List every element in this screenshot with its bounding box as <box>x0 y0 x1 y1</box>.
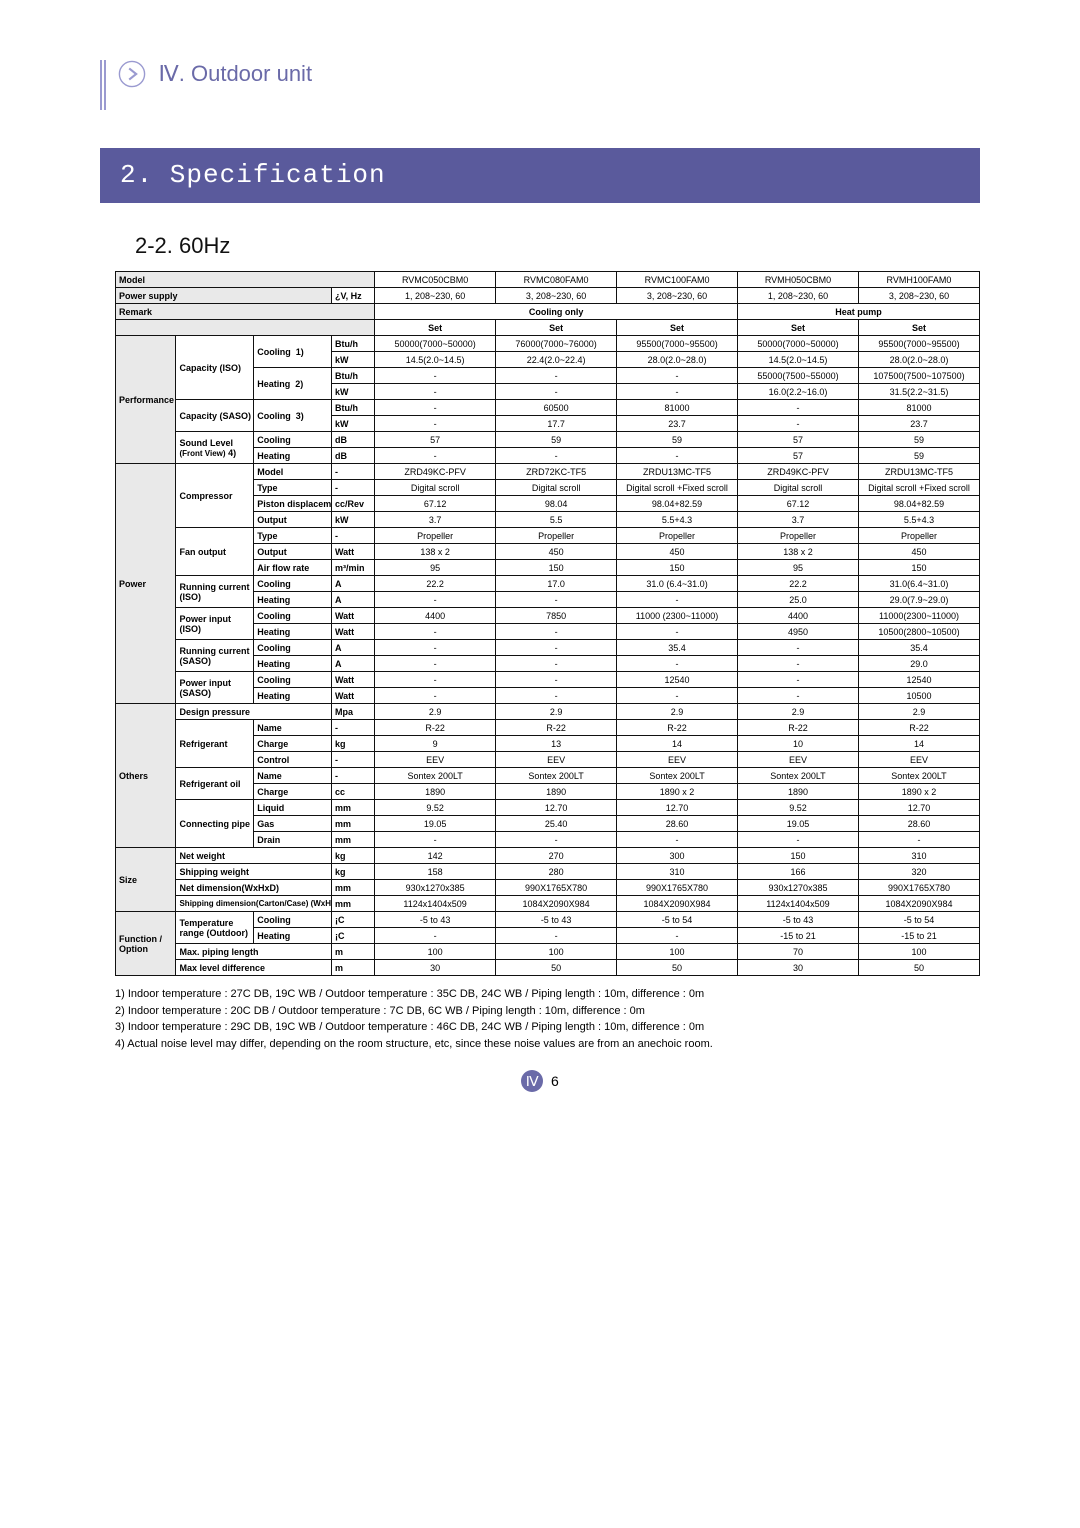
u-btuh-1: Btu/h <box>331 336 374 352</box>
lbl-rcsaso: Running current (SASO) <box>176 640 254 672</box>
lbl-oil: Refrigerant oil <box>176 768 254 800</box>
set-3: Set <box>738 320 859 336</box>
page-footer: Ⅳ 6 <box>0 1070 1080 1092</box>
subtitle: 2-2. 60Hz <box>135 233 1080 259</box>
set-0: Set <box>375 320 496 336</box>
ps-2: 3, 208~230, 60 <box>617 288 738 304</box>
spec-table-wrap: Model RVMC050CBM0RVMC080FAM0RVMC100FAM0R… <box>115 271 980 976</box>
lbl-rciso: Running current (ISO) <box>176 576 254 608</box>
lbl-sl: Sound Level(Front View) 4) <box>176 432 254 464</box>
lbl-comp: Compressor <box>176 464 254 528</box>
ps-0: 1, 208~230, 60 <box>375 288 496 304</box>
col-model-0: RVMC050CBM0 <box>375 272 496 288</box>
note-2: 2) Indoor temperature : 20C DB / Outdoor… <box>115 1003 980 1020</box>
header-section: Ⅳ. Outdoor unit <box>158 61 312 86</box>
footnotes: 1) Indoor temperature : 27C DB, 19C WB /… <box>115 986 980 1052</box>
lbl-piiso: Power input (ISO) <box>176 608 254 640</box>
lbl-cpipe: Connecting pipe <box>176 800 254 848</box>
lbl-trange: Temperature range (Outdoor) <box>176 912 254 944</box>
lbl-cooling2: Cooling 3) <box>254 400 332 432</box>
ps-unit: ¿V, Hz <box>331 288 374 304</box>
ps-1: 3, 208~230, 60 <box>496 288 617 304</box>
arrow-circle-icon <box>118 60 146 88</box>
lbl-netw: Net weight <box>176 848 332 864</box>
lbl-capsaso: Capacity (SASO) <box>176 400 254 432</box>
col-model-4: RVMH100FAM0 <box>858 272 979 288</box>
remark-heat: Heat pump <box>738 304 980 320</box>
set-1: Set <box>496 320 617 336</box>
lbl-dp: Design pressure <box>176 704 332 720</box>
header: Ⅳ. Outdoor unit <box>0 0 1080 88</box>
lbl-heating1: Heating 2) <box>254 368 332 400</box>
set-4: Set <box>858 320 979 336</box>
ps-4: 3, 208~230, 60 <box>858 288 979 304</box>
title-band: 2. Specification <box>100 148 980 203</box>
row-model-label: Model <box>116 272 375 288</box>
remark-cooling: Cooling only <box>375 304 738 320</box>
col-model-2: RVMC100FAM0 <box>617 272 738 288</box>
lbl-capiso: Capacity (ISO) <box>176 336 254 400</box>
lbl-pisaso: Power input (SASO) <box>176 672 254 704</box>
note-3: 3) Indoor temperature : 29C DB, 19C WB /… <box>115 1019 980 1036</box>
grp-others: Others <box>116 704 176 848</box>
row-remark-label: Remark <box>116 304 375 320</box>
spec-table: Model RVMC050CBM0RVMC080FAM0RVMC100FAM0R… <box>115 271 980 976</box>
grp-func: Function / Option <box>116 912 176 976</box>
set-2: Set <box>617 320 738 336</box>
grp-perf: Performance <box>116 336 176 464</box>
ps-3: 1, 208~230, 60 <box>738 288 859 304</box>
lbl-fan: Fan output <box>176 528 254 576</box>
grp-power: Power <box>116 464 176 704</box>
lbl-ref: Refrigerant <box>176 720 254 768</box>
grp-size: Size <box>116 848 176 912</box>
lbl-cooling1: Cooling 1) <box>254 336 332 368</box>
footer-badge: Ⅳ <box>521 1070 543 1092</box>
footer-page: 6 <box>551 1073 559 1089</box>
col-model-3: RVMH050CBM0 <box>738 272 859 288</box>
note-1: 1) Indoor temperature : 27C DB, 19C WB /… <box>115 986 980 1003</box>
row-set-empty <box>116 320 375 336</box>
row-ps-label: Power supply <box>116 288 332 304</box>
note-4: 4) Actual noise level may differ, depend… <box>115 1036 980 1053</box>
col-model-1: RVMC080FAM0 <box>496 272 617 288</box>
